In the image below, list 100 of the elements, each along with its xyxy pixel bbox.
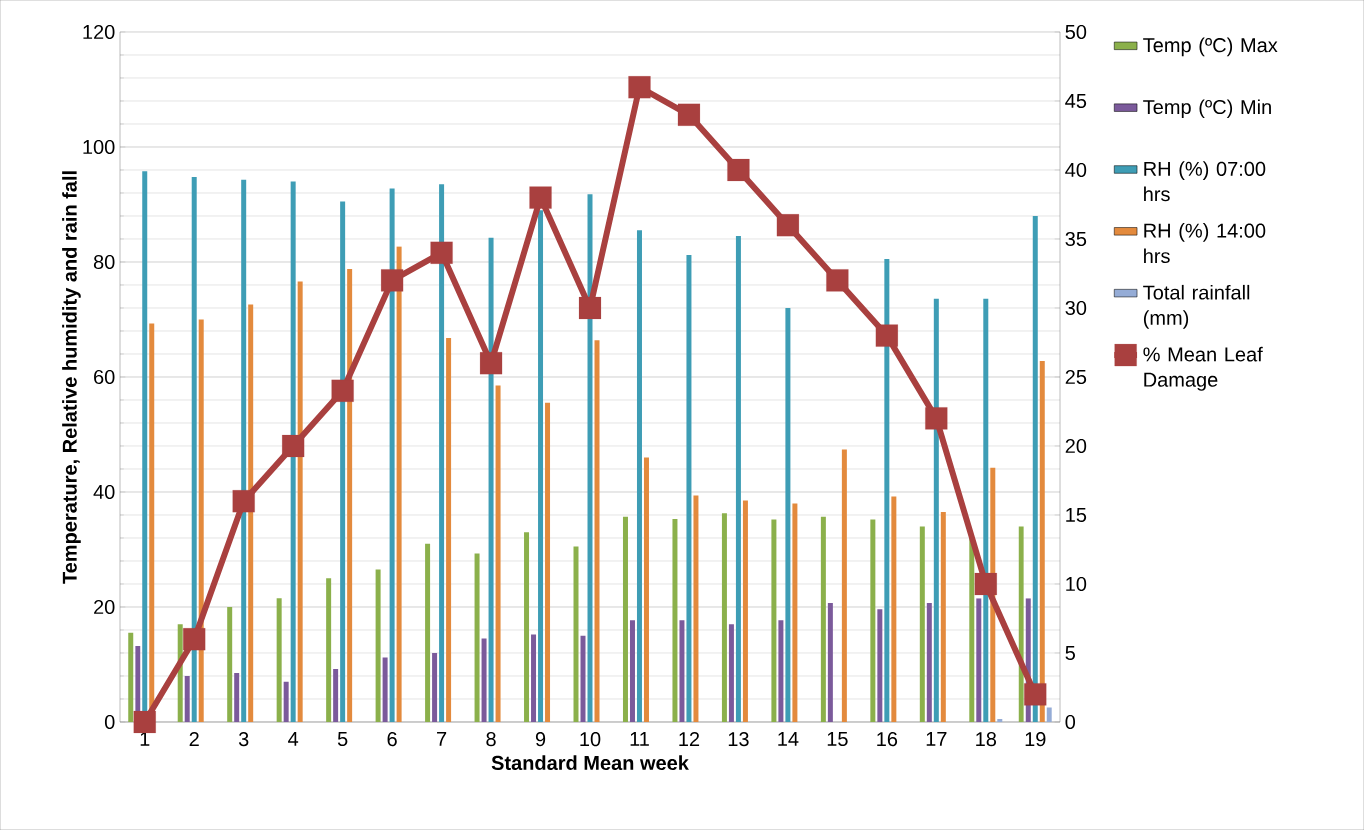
y-tick-label: 60 [94,369,115,385]
point [282,434,305,458]
point [826,269,849,292]
bar [877,609,883,722]
y-tick-label: 20 [94,599,115,615]
bar [870,519,876,722]
x-tick-label: 14 [778,732,799,746]
bar [333,669,339,722]
y2-tick-label: 40 [1065,162,1087,178]
legend-label: Temp (ºC) Max [1143,37,1278,57]
bar [721,513,727,722]
bar [629,620,635,722]
bar [276,598,282,722]
bar [580,635,586,722]
y2-tick-label: 5 [1065,646,1076,660]
bar [891,496,897,722]
point [974,572,997,596]
bar [679,620,685,722]
bar [997,719,1003,722]
y2-tick-label: 0 [1065,714,1076,730]
bar [587,194,593,722]
legend-label: RH (%) 07:00 hrs [1144,161,1266,202]
x-axis-title: Standard Mean week [491,755,689,771]
bar [495,385,501,722]
point [875,324,898,347]
bar [283,681,289,722]
y-tick-label: 80 [93,254,115,270]
bar [785,307,791,722]
x-tick-label: 18 [976,732,997,747]
x-tick-label: 19 [1025,732,1046,747]
legend-label: Total rainfall (mm) [1143,284,1250,329]
bar [432,652,438,722]
bar [1039,360,1045,722]
x-tick-label: 9 [535,732,546,747]
bar [290,181,296,722]
bar [340,201,346,722]
bar [446,337,452,722]
bar [926,602,932,722]
bar [425,543,431,722]
y2-tick-label: 35 [1065,231,1087,247]
bar [771,519,777,722]
bar [128,632,134,722]
bar [820,516,826,722]
y-axis-title: Temperature, Relative humidity and rain fall [62,171,81,584]
y2-tick-label: 15 [1066,508,1087,522]
bar [594,340,600,722]
x-tick-label: 4 [288,732,299,746]
point [727,158,750,182]
x-tick-label: 5 [337,732,348,746]
legend-label: RH (%) 14:00 hrs [1144,223,1266,264]
bar [983,298,989,722]
point [925,407,948,430]
y-tick-label: 120 [83,24,115,40]
bar [841,449,847,722]
bar [234,673,240,722]
bar [792,503,798,722]
bar [538,210,544,722]
bar [297,281,303,722]
y2-tick-label: 10 [1066,576,1087,592]
bar [884,259,890,722]
bar [940,512,946,722]
bar [531,634,537,722]
point [232,490,255,513]
y-tick-label: 100 [83,139,115,155]
bar [375,569,381,722]
x-tick-label: 13 [728,732,749,747]
y-tick-label: 0 [104,714,115,730]
bar [524,532,530,722]
bar [227,606,233,722]
bar [1032,215,1038,722]
bar [191,176,197,722]
point [677,103,701,126]
bar [643,457,649,722]
bar [919,526,925,722]
point [331,379,354,402]
y-tick-label: 40 [93,484,115,500]
bar [976,598,982,722]
y2-tick-label: 25 [1065,369,1087,385]
point [529,186,552,209]
bar [636,230,642,722]
point [776,214,799,237]
point [578,296,602,320]
bar [439,184,445,722]
bar [474,553,480,722]
legend-label: Temp (ºC) Min [1143,99,1271,119]
bar [686,255,692,722]
legend-label: % Mean Leaf Damage [1143,346,1263,391]
bar [573,546,579,722]
bar [735,236,741,722]
bar [184,675,190,722]
bar [488,237,494,722]
bar [728,624,734,722]
x-tick-label: 17 [926,732,947,746]
point [183,628,206,651]
bar [672,519,678,722]
bar [622,516,628,722]
bar [396,246,402,722]
point [133,710,156,734]
bar [545,402,551,722]
bar [198,319,204,722]
